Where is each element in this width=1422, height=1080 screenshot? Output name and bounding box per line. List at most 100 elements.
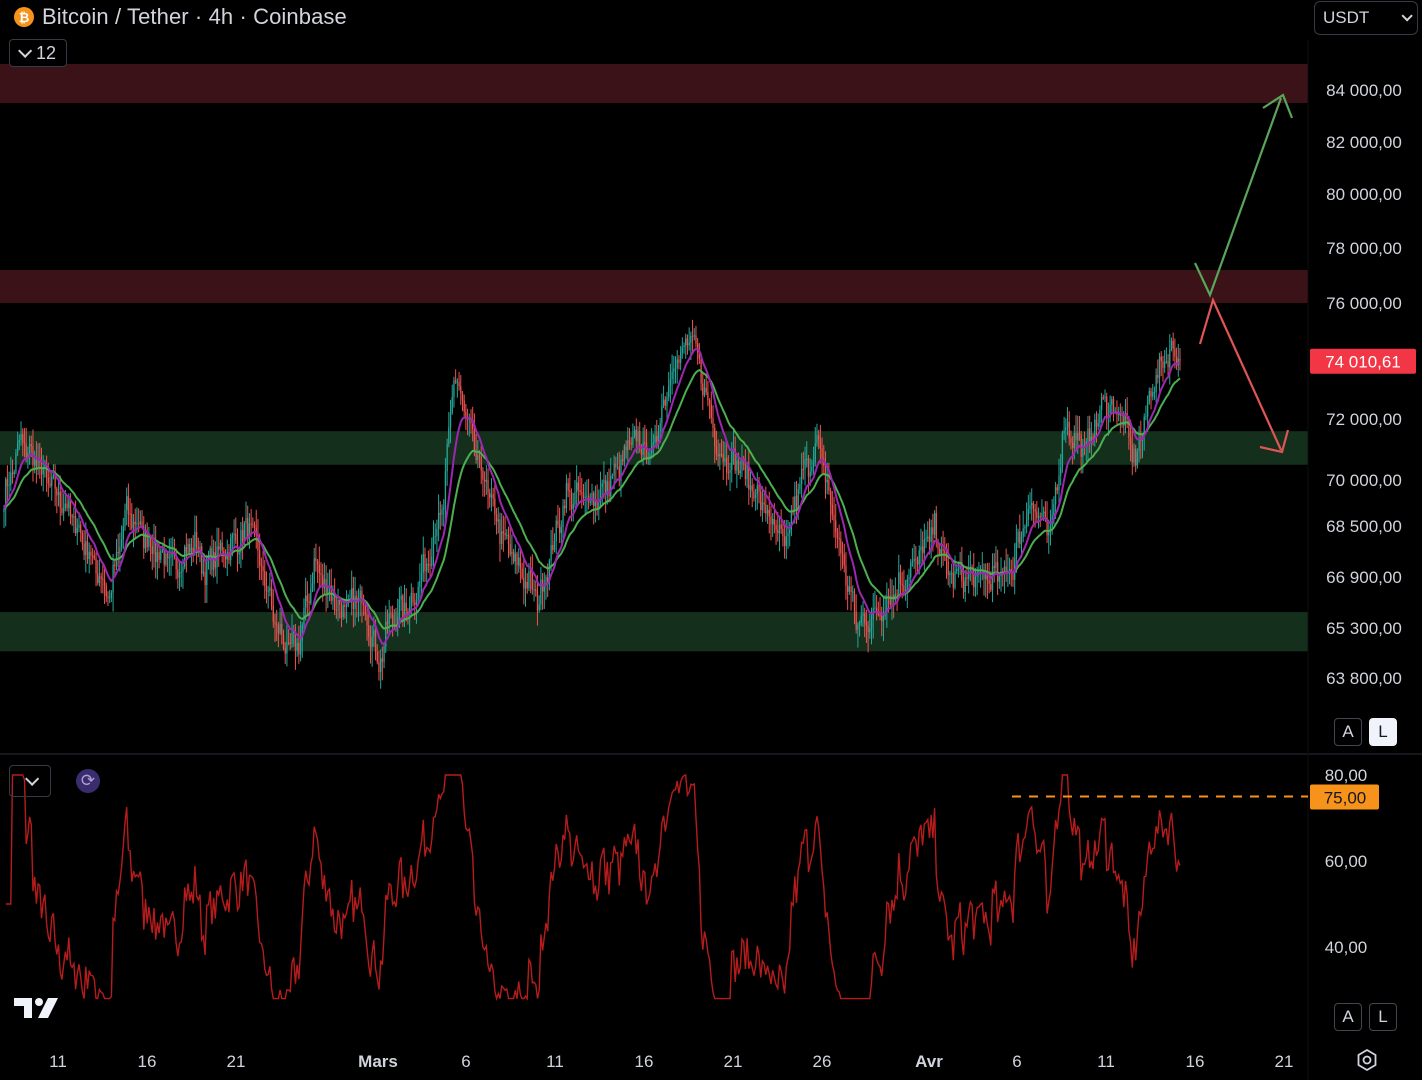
candle [412, 587, 414, 607]
candle [386, 609, 389, 635]
candle-body [910, 562, 912, 578]
candle [787, 519, 789, 549]
candle-body [969, 567, 972, 572]
candle-body [659, 423, 661, 432]
candle-body [889, 596, 891, 605]
indicators-collapse-button[interactable]: 12 [9, 39, 67, 67]
candle-body [964, 577, 966, 593]
candle [526, 573, 528, 594]
candle [550, 530, 552, 571]
candle [678, 355, 680, 370]
candle-body [161, 549, 164, 551]
candle-body [250, 523, 252, 525]
rsi-collapse-button[interactable] [9, 765, 51, 797]
candle [1117, 406, 1120, 422]
sync-icon[interactable]: ⟳ [76, 769, 100, 793]
candle [473, 413, 476, 457]
candle-body [422, 553, 424, 573]
candle [829, 487, 832, 524]
candle [163, 537, 165, 579]
time-tick-label: 11 [49, 1052, 67, 1071]
candle [282, 629, 285, 651]
candle-body [412, 592, 414, 603]
candle-body [1087, 428, 1089, 442]
candle [397, 598, 399, 637]
candle-body [833, 514, 835, 521]
candle [102, 564, 104, 594]
rsi-auto-scale-button[interactable]: A [1334, 1003, 1362, 1031]
candle-body [720, 454, 723, 456]
candle [957, 561, 960, 578]
candle-body [507, 534, 510, 545]
candle-body [966, 577, 968, 580]
candle [720, 439, 723, 458]
candle-body [610, 476, 612, 497]
candle-body [386, 621, 389, 625]
moving-averages [3, 347, 1181, 646]
candle-body [1128, 419, 1130, 438]
candle-body [259, 550, 261, 566]
candle [95, 552, 97, 587]
candle [156, 543, 159, 580]
candle-body [262, 566, 264, 571]
candle-body [37, 460, 39, 470]
time-tick-label: 21 [1275, 1052, 1294, 1071]
candle-body [1095, 419, 1098, 427]
candle [449, 399, 452, 444]
candle [88, 542, 90, 574]
candle-body [749, 485, 752, 490]
candle [775, 519, 777, 545]
candle-body [799, 484, 801, 490]
candle-body [606, 481, 608, 495]
candle-body [790, 509, 793, 530]
candle-body [1010, 569, 1012, 573]
candle [1102, 394, 1104, 400]
candle-body [533, 589, 535, 591]
rsi-level-tag-bg [1310, 784, 1379, 810]
candle [1119, 403, 1121, 434]
candle [763, 493, 765, 514]
candle-body [1077, 433, 1079, 441]
candle [964, 569, 966, 603]
candle [209, 545, 211, 575]
time-tick-label: 26 [813, 1052, 832, 1071]
candle [949, 570, 951, 588]
candle [942, 530, 944, 566]
candle [751, 478, 753, 508]
candle [1170, 337, 1173, 352]
candle-body [102, 578, 104, 580]
candle [366, 603, 368, 641]
candle-body [267, 590, 269, 592]
symbol-title[interactable]: Bitcoin / Tether · 4h · Coinbase [42, 4, 347, 29]
candle-body [276, 624, 278, 626]
candle-body [184, 546, 186, 567]
candle-body [241, 530, 244, 542]
tradingview-logo-icon[interactable] [12, 994, 60, 1020]
log-scale-button[interactable]: L [1369, 718, 1397, 746]
candle-body [1172, 340, 1174, 349]
price-tick-label: 63 800,00 [1326, 669, 1402, 688]
candle-body [821, 447, 823, 459]
candle-body [1153, 391, 1156, 393]
gear-icon[interactable] [1353, 1046, 1381, 1074]
candle-body [166, 553, 169, 559]
candle-body [270, 587, 273, 606]
candle [833, 496, 835, 538]
candle-body [95, 558, 97, 574]
candle [1019, 514, 1021, 549]
candle [405, 588, 407, 622]
auto-scale-button[interactable]: A [1334, 718, 1362, 746]
candle-body [737, 460, 740, 474]
candle-body [630, 443, 632, 445]
bearish-arrow-line [1198, 296, 1283, 451]
candle-body [1003, 566, 1006, 575]
candle [155, 525, 157, 579]
candle-body [577, 482, 580, 491]
currency-select[interactable]: USDT [1314, 1, 1418, 35]
candle [668, 371, 670, 402]
candle-body [69, 500, 72, 516]
rsi-log-scale-button[interactable]: L [1369, 1003, 1397, 1031]
candle-body [950, 572, 953, 574]
candle [149, 535, 152, 562]
